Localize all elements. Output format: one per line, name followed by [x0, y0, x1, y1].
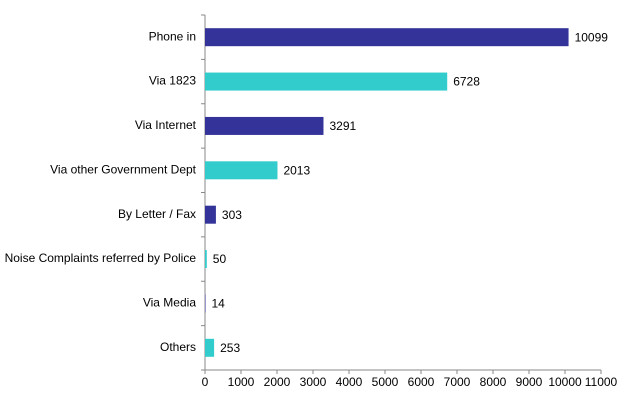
y-tick-label: By Letter / Fax — [118, 207, 196, 221]
y-tick-label: Via other Government Dept — [50, 162, 197, 176]
x-tick-label: 1000 — [228, 375, 255, 389]
y-tick-label: Phone in — [149, 29, 196, 43]
x-tick-label: 11000 — [585, 375, 618, 389]
data-label: 50 — [213, 252, 227, 266]
x-tick-label: 2000 — [264, 375, 291, 389]
x-tick-label: 7000 — [444, 375, 471, 389]
bar — [205, 28, 569, 47]
data-label: 3291 — [329, 119, 356, 133]
x-tick-label: 6000 — [408, 375, 435, 389]
bar — [205, 294, 206, 313]
y-tick-label: Via Media — [143, 296, 196, 310]
x-tick-label: 5000 — [372, 375, 399, 389]
x-tick-label: 8000 — [480, 375, 507, 389]
bar — [205, 250, 207, 269]
x-tick-label: 3000 — [300, 375, 327, 389]
bar — [205, 205, 216, 224]
x-tick-label: 4000 — [336, 375, 363, 389]
bar — [205, 116, 324, 135]
bar — [205, 72, 448, 91]
bar — [205, 161, 278, 180]
x-tick-label: 0 — [202, 375, 209, 389]
y-tick-label: Others — [160, 340, 196, 354]
data-label: 10099 — [575, 30, 609, 44]
data-label: 14 — [212, 297, 226, 311]
y-tick-label: Noise Complaints referred by Police — [5, 251, 197, 265]
data-label: 2013 — [283, 163, 310, 177]
y-tick-label: Via Internet — [135, 118, 197, 132]
bar — [205, 338, 215, 357]
data-label: 253 — [220, 341, 240, 355]
data-label: 303 — [222, 208, 242, 222]
data-label: 6728 — [453, 75, 480, 89]
x-tick-label: 10000 — [548, 375, 582, 389]
x-tick-label: 9000 — [516, 375, 543, 389]
y-tick-label: Via 1823 — [149, 74, 196, 88]
